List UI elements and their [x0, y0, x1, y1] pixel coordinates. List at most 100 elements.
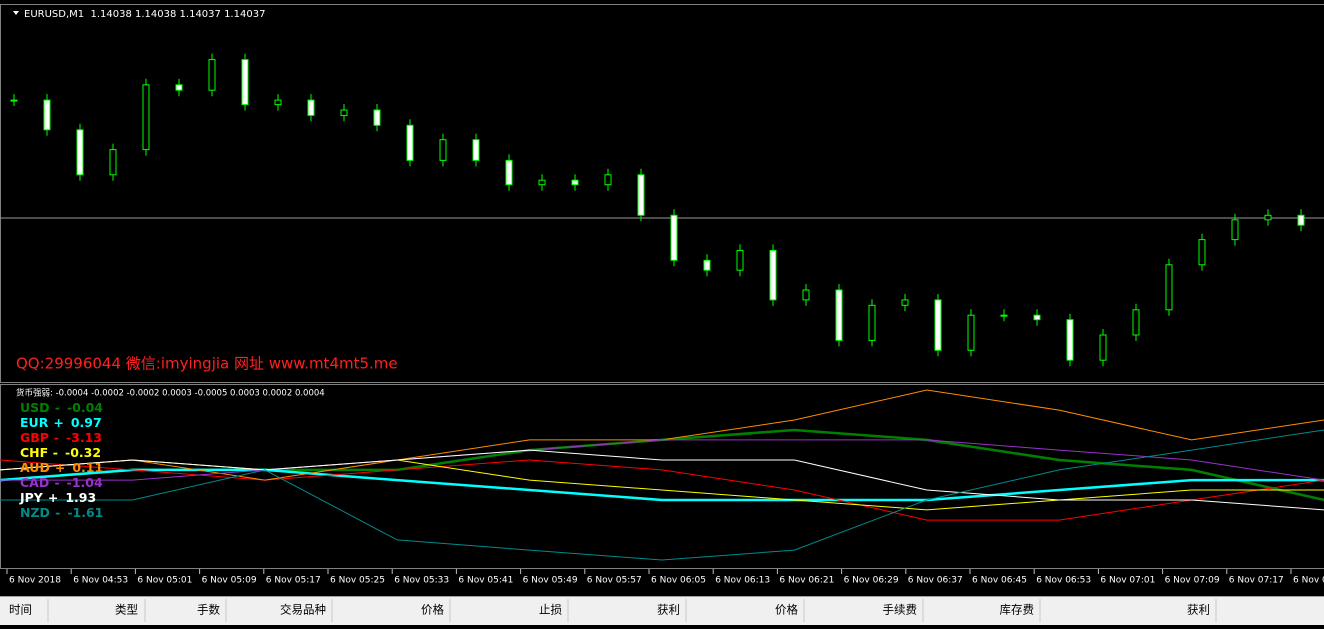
currency-trend: +	[55, 460, 65, 475]
candle-body	[143, 85, 149, 150]
currency-trend: +	[53, 415, 63, 430]
legend-entry: EUR +0.97	[20, 415, 102, 430]
time-label: 6 Nov 06:13	[715, 576, 770, 586]
candle-body	[539, 180, 545, 185]
candle-body	[1034, 315, 1040, 320]
currency-trend: -	[55, 400, 60, 415]
time-label: 6 Nov 05:25	[330, 576, 385, 586]
column-header: 交易品种	[280, 603, 326, 617]
candle-body	[11, 100, 17, 101]
column-header: 价格	[775, 603, 798, 617]
candle-body	[869, 305, 875, 340]
time-label: 6 Nov 06:37	[908, 576, 963, 586]
candle-body	[506, 160, 512, 184]
column-header: 时间	[9, 603, 32, 617]
candle-body	[1232, 220, 1238, 240]
time-label: 6 Nov 07:01	[1100, 576, 1155, 586]
time-label: 6 Nov 05:01	[137, 576, 192, 586]
time-label: 6 Nov 07:17	[1229, 576, 1284, 586]
time-label: 6 Nov 05:41	[458, 576, 513, 586]
candle-body	[968, 315, 974, 350]
time-label: 6 Nov 05:33	[394, 576, 449, 586]
column-header: 类型	[115, 603, 138, 617]
time-label: 6 Nov 05:49	[523, 576, 578, 586]
time-label: 6 Nov 07	[1293, 576, 1324, 586]
time-label: 6 Nov 07:09	[1165, 576, 1220, 586]
legend-entry: JPY +1.93	[19, 490, 96, 505]
time-label: 6 Nov 06:53	[1036, 576, 1091, 586]
currency-trend: -	[55, 505, 60, 520]
candle-body	[275, 100, 281, 105]
column-header: 获利	[1187, 603, 1210, 617]
column-header: 价格	[421, 603, 444, 617]
candle-body	[308, 100, 314, 115]
currency-name: CAD	[20, 475, 49, 490]
candle-body	[77, 130, 83, 175]
candle-body	[803, 290, 809, 300]
currency-value: -1.61	[67, 505, 103, 520]
currency-trend: +	[48, 490, 58, 505]
candle-body	[44, 100, 50, 130]
candle-body	[671, 215, 677, 260]
currency-trend: -	[54, 475, 59, 490]
time-label: 6 Nov 06:21	[779, 576, 834, 586]
candle-body	[1199, 240, 1205, 265]
currency-value: -3.13	[66, 430, 102, 445]
currency-value: -0.32	[65, 445, 101, 460]
column-header: 库存费	[1000, 603, 1035, 617]
currency-trend: -	[54, 430, 59, 445]
currency-value: 0.97	[71, 415, 102, 430]
candle-body	[902, 300, 908, 305]
candle-body	[704, 260, 710, 270]
currency-value: 0.11	[72, 460, 103, 475]
candle-body	[341, 110, 347, 115]
currency-name: CHF	[20, 445, 48, 460]
currency-value: 1.93	[65, 490, 96, 505]
time-label: 6 Nov 06:45	[972, 576, 1027, 586]
candle-body	[176, 85, 182, 90]
candle-body	[572, 180, 578, 185]
candle-body	[1001, 315, 1007, 316]
candle-body	[1067, 320, 1073, 361]
candle-body	[1100, 335, 1106, 360]
candle-body	[110, 150, 116, 175]
currency-name: JPY	[19, 490, 44, 505]
column-header: 手数	[197, 603, 220, 617]
currency-value: -1.04	[67, 475, 103, 490]
candle-body	[1133, 310, 1139, 335]
currency-trend: -	[53, 445, 58, 460]
candle-body	[638, 175, 644, 216]
time-label: 6 Nov 06:05	[651, 576, 706, 586]
candle-body	[770, 250, 776, 300]
time-label: 6 Nov 05:57	[587, 576, 642, 586]
currency-name: USD	[20, 400, 50, 415]
watermark: QQ:29996044 微信:imyingjia 网址 www.mt4mt5.m…	[16, 355, 398, 373]
legend-entry: AUD +0.11	[20, 460, 103, 475]
currency-name: GBP	[20, 430, 49, 445]
indicator-title: 货币强弱: -0.0004 -0.0002 -0.0002 0.0003 -0.…	[16, 388, 325, 399]
candle-body	[374, 110, 380, 125]
column-header: 获利	[657, 603, 680, 617]
time-label: 6 Nov 06:29	[844, 576, 899, 586]
column-header: 止损	[539, 603, 562, 617]
candle-body	[1265, 215, 1271, 220]
candle-body	[407, 125, 413, 160]
candle-body	[737, 250, 743, 270]
candle-body	[440, 140, 446, 161]
currency-name: AUD	[20, 460, 50, 475]
candle-body	[935, 300, 941, 350]
candle-body	[473, 140, 479, 161]
currency-name: EUR	[20, 415, 49, 430]
candle-body	[836, 290, 842, 340]
time-label: 6 Nov 04:53	[73, 576, 128, 586]
time-label: 6 Nov 05:09	[202, 576, 257, 586]
currency-name: NZD	[20, 505, 50, 520]
time-label: 6 Nov 05:17	[266, 576, 321, 586]
candle-body	[605, 175, 611, 185]
time-label: 6 Nov 2018	[9, 576, 61, 586]
candle-body	[1298, 215, 1304, 225]
candle-body	[1166, 265, 1172, 310]
